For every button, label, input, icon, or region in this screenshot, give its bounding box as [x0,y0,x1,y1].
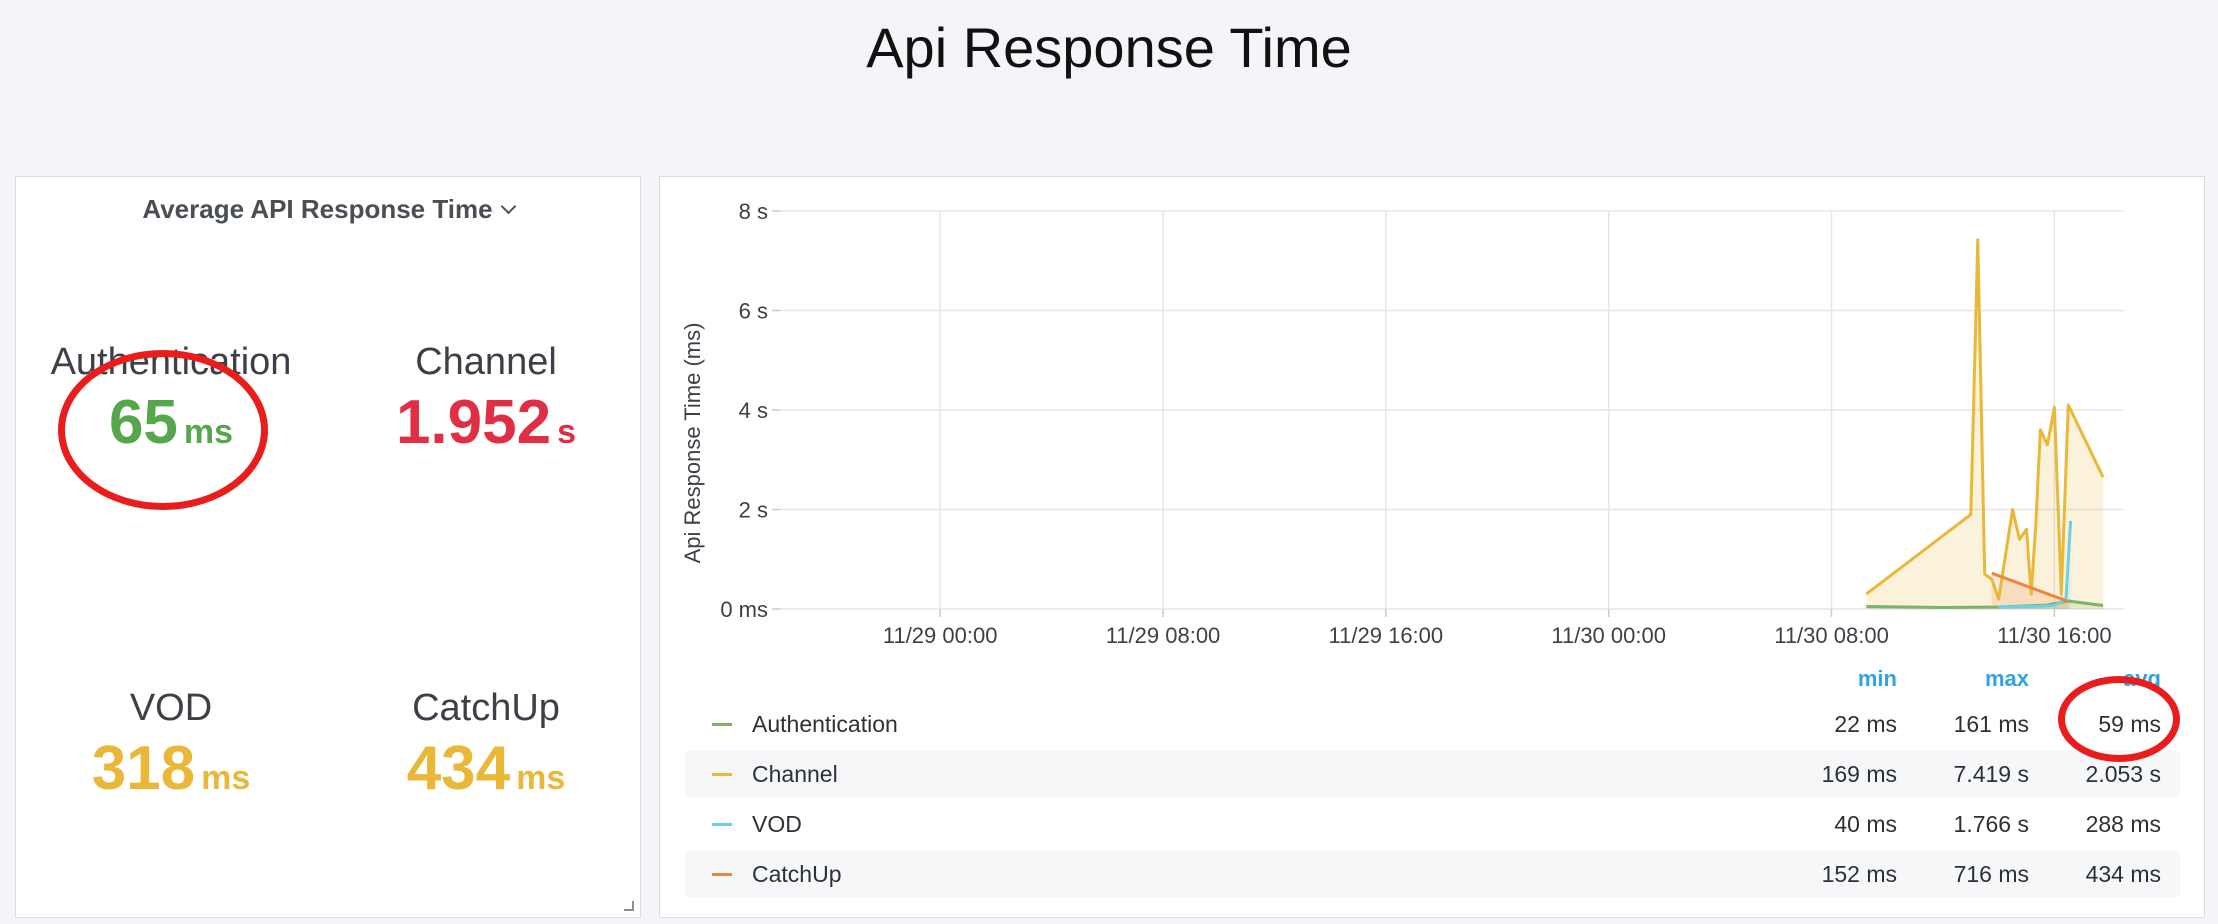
series-color-swatch[interactable] [712,823,732,826]
series-area-channel [1866,239,2104,609]
response-time-chart: 0 ms 2 s 4 s 6 s 8 s 11/29 00:00 11/29 08:00 11… [680,199,2124,648]
series-line-channel [1865,238,2105,601]
x-tick-label: 11/30 16:00 [1997,623,2112,648]
y-tick-label: 2 s [739,498,768,523]
legend-header-min[interactable]: min [1857,666,1897,691]
x-tick-label: 11/29 00:00 [883,623,998,648]
stat-number: 434 [406,734,511,803]
x-tick-label: 11/29 16:00 [1329,623,1444,648]
legend-avg-value: 288 ms [2085,811,2161,837]
stat-unit: s [557,413,577,451]
x-tick-label: 11/29 08:00 [1106,623,1221,648]
legend-max-value: 161 ms [1953,711,2029,737]
legend-max-value: 7.419 s [1953,761,2029,787]
y-tick-label: 8 s [739,199,768,224]
series-color-swatch[interactable] [712,873,732,876]
legend-row-catchup[interactable]: CatchUp 152 ms 716 ms 434 ms [685,851,2180,897]
stat-vod: VOD 318 ms [21,685,321,823]
series-color-swatch[interactable] [712,723,732,726]
y-tick-label: 6 s [739,299,768,324]
stat-value: 434 ms [336,731,636,823]
x-tick-label: 11/30 08:00 [1774,623,1889,648]
stat-number: 318 [91,734,196,803]
legend-row-authentication[interactable]: Authentication 22 ms 161 ms 59 ms [685,701,2180,747]
legend-header-avg[interactable]: avg [2123,666,2161,691]
panel-title-menu[interactable]: Average API Response Time [16,191,640,227]
stat-number: 1.952 [395,388,552,457]
average-response-time-panel: Average API Response Time Authentication… [15,176,641,918]
legend-max-value: 716 ms [1953,861,2029,887]
legend-avg-value: 59 ms [2098,711,2161,737]
panel-title-text: Average API Response Time [142,194,493,224]
legend-avg-value: 2.053 s [2085,761,2161,787]
stat-name: VOD [129,687,213,729]
series-color-swatch[interactable] [712,773,732,776]
legend-row-vod[interactable]: VOD 40 ms 1.766 s 288 ms [685,801,2180,847]
panel-resize-handle[interactable] [624,901,634,911]
y-tick-label: 4 s [739,398,768,423]
stat-value: 65 ms [21,385,321,477]
legend-series-name[interactable]: Channel [752,761,838,787]
legend-min-value: 169 ms [1821,761,1897,787]
chart-axis-labels: 0 ms 2 s 4 s 6 s 8 s 11/29 00:00 11/29 08:00 11… [720,199,2111,648]
legend-min-value: 22 ms [1834,711,1897,737]
chart-series-lines [1865,238,2105,609]
stat-unit: ms [183,413,234,451]
legend-avg-value: 434 ms [2085,861,2161,887]
series-line-vod [1998,520,2073,609]
legend-max-value: 1.766 s [1953,811,2029,837]
x-tick-label: 11/30 00:00 [1551,623,1666,648]
stat-authentication: Authentication 65 ms [21,339,321,477]
legend-header-max[interactable]: max [1984,666,2029,691]
y-tick-label: 0 ms [720,597,768,622]
legend-series-name[interactable]: VOD [752,811,802,837]
stat-unit: ms [201,759,251,797]
stat-value: 318 ms [21,731,321,823]
stat-name: Authentication [50,341,292,383]
stat-name: Channel [415,341,557,383]
dashboard-title: Api Response Time [866,16,1352,79]
legend-series-name[interactable]: CatchUp [752,861,842,887]
legend-min-value: 152 ms [1821,861,1897,887]
stat-catchup: CatchUp 434 ms [336,685,636,823]
legend-row-channel[interactable]: Channel 169 ms 7.419 s 2.053 s [685,751,2180,797]
stat-unit: ms [516,759,566,797]
stat-name: CatchUp [412,687,560,729]
stat-channel: Channel 1.952 s [336,339,636,477]
series-line-catchup [1991,571,2069,603]
stat-value: 1.952 s [336,385,636,477]
chart-grid [772,210,2124,617]
legend-series-name[interactable]: Authentication [752,711,898,737]
legend-min-value: 40 ms [1834,811,1897,837]
y-axis-title: Api Response Time (ms) [680,323,705,564]
stat-number: 65 [108,388,178,457]
